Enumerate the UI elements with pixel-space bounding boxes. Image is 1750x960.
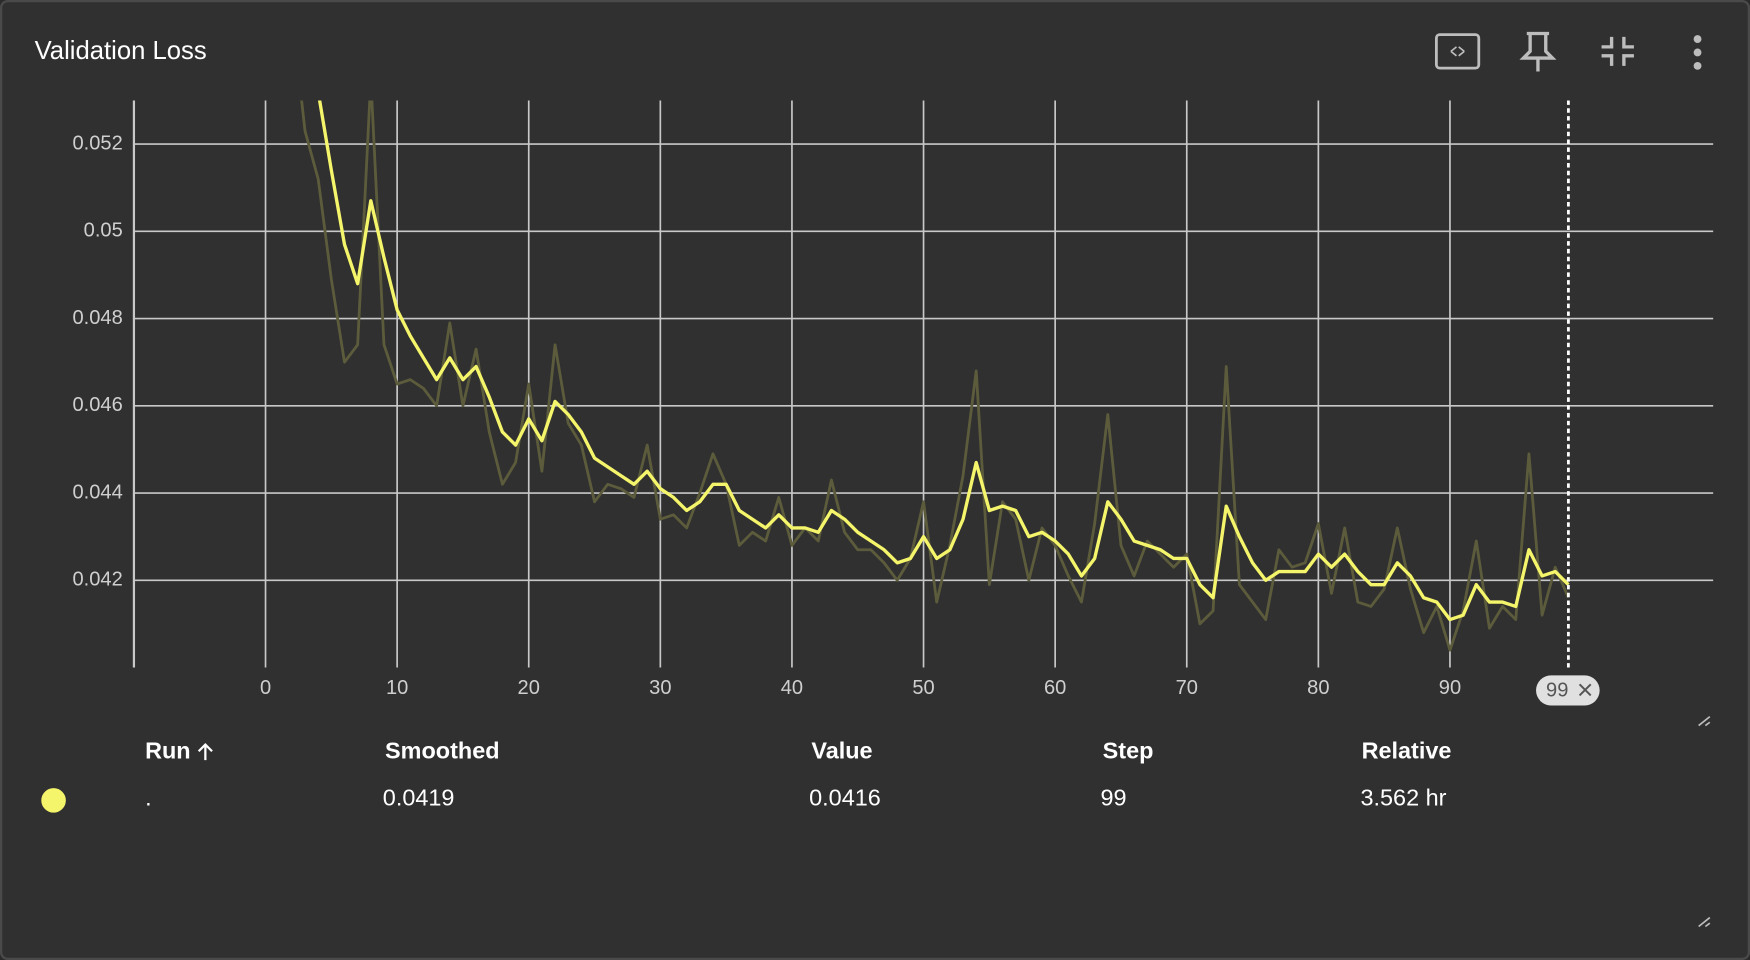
table-cell: . (145, 784, 152, 810)
plot-area[interactable]: 0.042 0.044 0.046 0.048 0.05 0.052 0 10 20 30 40 50… (73, 0, 1714, 706)
column-header[interactable]: Value (811, 738, 872, 764)
data-table: Run Smoothed Value Step Relative. 0.0419 0.041… (41, 738, 1451, 813)
more-button[interactable] (1693, 35, 1702, 70)
card-title: Validation Loss (35, 37, 207, 65)
y-tick-label: 0.046 (73, 394, 123, 416)
x-tick-label: 20 (518, 677, 540, 699)
column-header[interactable]: Relative (1362, 738, 1452, 764)
x-tick-label: 0 (260, 677, 271, 699)
y-tick-label: 0.044 (73, 481, 123, 503)
resize-handle[interactable] (1698, 916, 1711, 928)
series-group (300, 100, 1570, 652)
x-tick-label: 80 (1307, 677, 1329, 699)
column-header[interactable]: Smoothed (385, 738, 500, 764)
x-tick-label: 90 (1439, 677, 1461, 699)
resize-handle[interactable] (1698, 715, 1711, 727)
x-tick-label: 60 (1044, 677, 1066, 699)
column-header[interactable]: Step (1103, 738, 1154, 764)
table-cell: 0.0416 (809, 784, 881, 810)
column-header[interactable]: Run (145, 738, 191, 764)
run-color-dot (41, 788, 66, 813)
x-tick-label: 70 (1176, 677, 1198, 699)
series-line (317, 100, 1570, 622)
fit-button[interactable] (1434, 33, 1481, 70)
table-cell: 99 (1100, 784, 1126, 810)
step-chip-close[interactable] (1578, 683, 1592, 697)
x-tick-label: 30 (649, 677, 671, 699)
pin-button[interactable] (1519, 31, 1557, 72)
x-tick-label: 10 (386, 677, 408, 699)
table-cell: 3.562 hr (1360, 784, 1446, 810)
y-tick-label: 0.052 (73, 132, 123, 154)
y-tick-label: 0.05 (84, 220, 123, 242)
step-chip[interactable] (1536, 675, 1600, 706)
step-chip-label: 99 (1546, 679, 1568, 701)
collapse-button[interactable] (1601, 36, 1634, 66)
x-tick-label: 50 (912, 677, 934, 699)
table-cell: 0.0419 (383, 784, 455, 810)
sort-arrow (197, 742, 213, 761)
y-tick-label: 0.042 (73, 569, 123, 591)
y-tick-label: 0.048 (73, 307, 123, 329)
x-tick-label: 40 (781, 677, 803, 699)
